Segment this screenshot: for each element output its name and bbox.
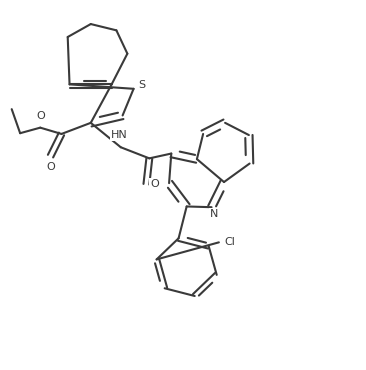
Text: N: N (210, 209, 219, 219)
Text: O: O (150, 178, 159, 189)
Text: O: O (36, 111, 45, 121)
Text: O: O (46, 162, 55, 172)
Text: Cl: Cl (224, 237, 235, 248)
Text: S: S (138, 80, 145, 90)
Text: HN: HN (111, 130, 128, 140)
